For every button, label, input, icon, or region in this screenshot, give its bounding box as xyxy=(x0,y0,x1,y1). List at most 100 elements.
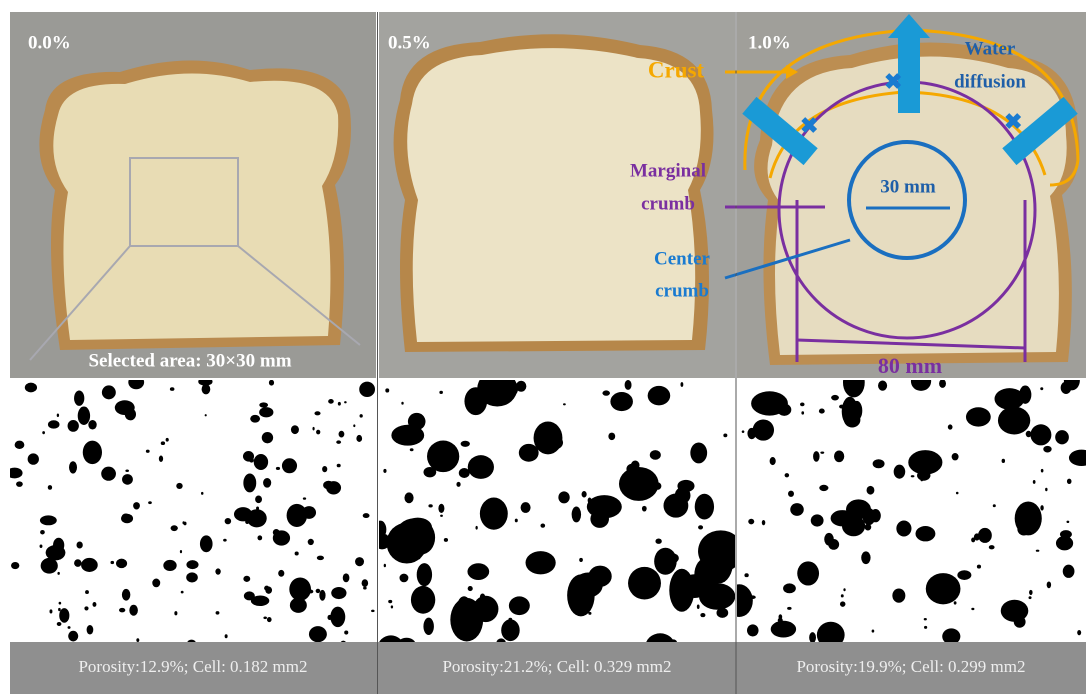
caption: Porosity:19.9%; Cell: 0.299 mm2 xyxy=(796,657,1025,676)
annotation: crumb xyxy=(641,193,695,214)
pore xyxy=(159,456,163,462)
pore xyxy=(770,457,776,465)
block-mark: ✖ xyxy=(1004,109,1022,134)
pore xyxy=(57,414,59,418)
pore xyxy=(58,608,61,611)
pore xyxy=(391,425,424,446)
pore xyxy=(68,626,71,629)
pore xyxy=(989,545,995,549)
pore xyxy=(363,513,370,518)
pore xyxy=(1002,459,1005,463)
pore xyxy=(675,487,691,504)
pore xyxy=(526,551,556,574)
pore xyxy=(257,535,262,540)
pore xyxy=(174,611,177,615)
pore xyxy=(125,408,136,420)
pore xyxy=(831,510,855,526)
pore xyxy=(200,535,213,552)
pore xyxy=(509,596,530,615)
pore xyxy=(921,479,923,482)
pore xyxy=(515,519,518,523)
pore xyxy=(399,574,408,583)
pore xyxy=(410,448,414,451)
pore xyxy=(234,507,252,521)
pore xyxy=(440,515,443,517)
pore xyxy=(771,621,796,638)
pore xyxy=(957,570,971,580)
pore xyxy=(68,420,79,432)
pore xyxy=(894,465,906,479)
pore xyxy=(915,526,935,541)
annotation: 30 mm xyxy=(880,176,936,197)
pore xyxy=(567,574,595,616)
pore xyxy=(83,441,102,465)
panel-label: 1.0% xyxy=(748,32,791,53)
pore xyxy=(1030,424,1051,445)
pore xyxy=(625,380,632,390)
pore xyxy=(356,435,362,442)
pore xyxy=(216,611,220,614)
pore xyxy=(480,497,508,529)
pore xyxy=(276,467,280,470)
pore xyxy=(558,491,569,503)
pore xyxy=(878,381,887,391)
pore xyxy=(15,441,25,449)
pore xyxy=(316,589,321,593)
pore xyxy=(423,618,433,635)
pore xyxy=(78,407,90,426)
pore xyxy=(41,558,58,574)
pore xyxy=(48,420,60,428)
pore xyxy=(116,559,127,568)
pore xyxy=(388,600,392,603)
pore xyxy=(572,507,581,523)
pore xyxy=(457,596,471,618)
pore xyxy=(309,626,327,642)
pore xyxy=(867,486,875,495)
annotation: 80 mm xyxy=(878,353,942,378)
pore xyxy=(563,403,566,405)
pore xyxy=(338,402,341,406)
annotation: crumb xyxy=(655,280,709,301)
pore xyxy=(171,525,178,531)
pore xyxy=(122,514,130,520)
pore xyxy=(57,622,62,626)
pore xyxy=(540,523,545,527)
pore xyxy=(800,403,805,407)
pore xyxy=(480,570,486,579)
pore xyxy=(146,450,150,453)
pore xyxy=(243,576,250,582)
pore xyxy=(263,616,267,619)
pore xyxy=(873,459,885,468)
pore xyxy=(69,461,77,473)
pore xyxy=(828,539,839,550)
annotation: Marginal xyxy=(630,160,706,181)
pore xyxy=(456,482,460,487)
pore xyxy=(254,454,268,470)
pore xyxy=(205,414,207,416)
pore xyxy=(88,420,96,429)
pore xyxy=(948,424,953,429)
pore xyxy=(654,548,677,575)
pore xyxy=(133,502,140,509)
pore xyxy=(924,626,927,629)
pore xyxy=(700,613,705,617)
pore xyxy=(865,524,872,531)
pore xyxy=(1041,469,1044,473)
pore xyxy=(263,478,271,488)
pore xyxy=(924,618,927,620)
pore xyxy=(911,475,915,477)
pore xyxy=(851,401,862,420)
pore xyxy=(148,501,152,504)
pore xyxy=(475,526,477,530)
pore xyxy=(1047,581,1051,588)
pore xyxy=(582,491,587,497)
pore xyxy=(42,431,45,434)
pore xyxy=(161,441,165,445)
pore xyxy=(748,519,754,525)
pore xyxy=(136,638,139,642)
pore xyxy=(363,587,367,590)
pore xyxy=(337,464,341,468)
pore xyxy=(16,481,23,487)
pore xyxy=(85,590,89,594)
pore xyxy=(1040,505,1043,510)
